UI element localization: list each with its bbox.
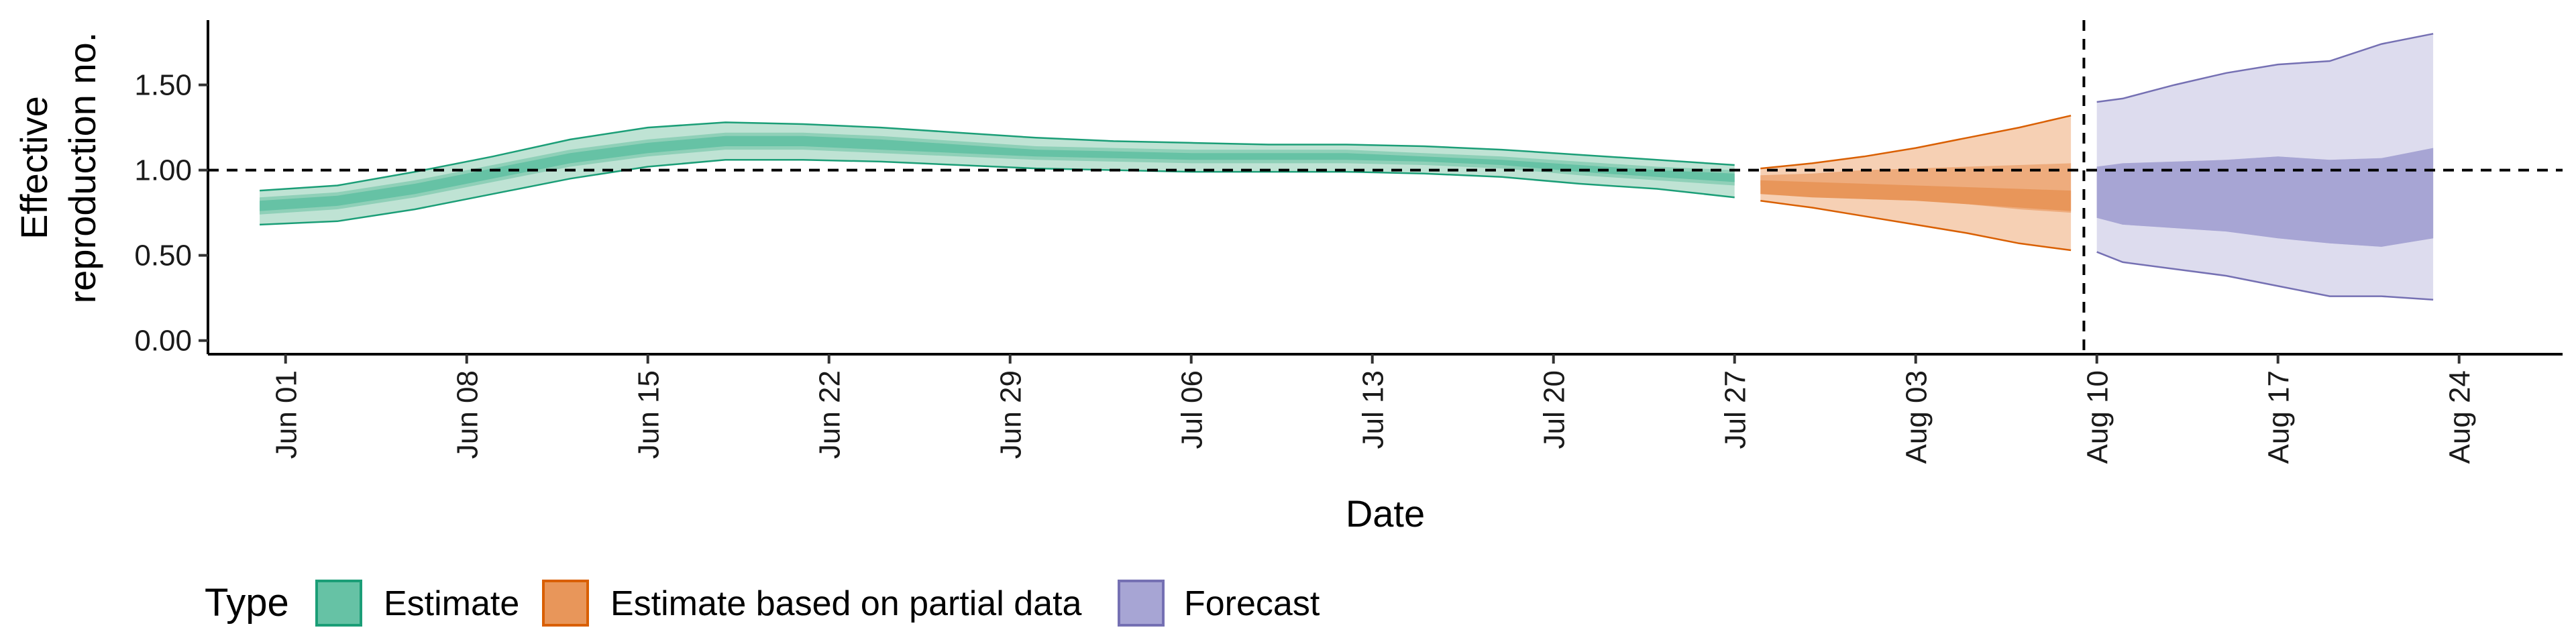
upper-line-series-0 xyxy=(260,121,1735,192)
x-tick-label: Jul 06 xyxy=(1176,370,1209,449)
lower-line-series-0 xyxy=(260,159,1735,226)
x-ticks: Jun 01 Jun 08 Jun 15 Jun 22 Jun 29 Jul 06 Jul … xyxy=(270,354,2477,464)
y-tick-label: 1.50 xyxy=(134,69,192,102)
y-tick-label: 0.00 xyxy=(134,325,192,358)
y-axis-title-line-1: Effective xyxy=(13,96,55,239)
plot-area xyxy=(208,20,2563,354)
lower-line-series-1 xyxy=(1760,200,2072,252)
x-tick-label: Aug 10 xyxy=(2082,370,2114,464)
band-20-series-1 xyxy=(1760,180,2072,211)
lower-line-series-2 xyxy=(2096,251,2434,301)
x-tick-label: Jul 20 xyxy=(1538,370,1571,449)
legend-title: Type xyxy=(205,581,289,625)
y-ticks: 0.00 0.50 1.00 1.50 xyxy=(134,69,208,358)
legend-swatch-partial xyxy=(542,580,589,627)
x-axis-title: Date xyxy=(1346,492,1425,535)
x-tick-label: Jun 01 xyxy=(270,370,303,459)
upper-line-series-2 xyxy=(2096,33,2434,103)
x-tick-label: Jun 22 xyxy=(814,370,847,459)
legend-swatch-estimate xyxy=(315,580,362,627)
x-tick-label: Jul 13 xyxy=(1357,370,1390,449)
legend-swatch-forecast xyxy=(1118,580,1165,627)
x-tick-label: Aug 24 xyxy=(2444,370,2477,464)
x-tick-label: Jul 27 xyxy=(1719,370,1752,449)
legend-label-partial: Estimate based on partial data xyxy=(610,584,1082,623)
y-tick-label: 0.50 xyxy=(134,239,192,272)
band-20-series-2 xyxy=(2096,148,2434,247)
series-2 xyxy=(2096,33,2434,301)
x-tick-label: Aug 03 xyxy=(1900,370,1933,464)
y-tick-label: 1.00 xyxy=(134,154,192,187)
upper-line-series-1 xyxy=(1760,115,2072,170)
band-20-series-0 xyxy=(260,136,1735,211)
x-tick-label: Jun 08 xyxy=(451,370,484,459)
legend-label-forecast: Forecast xyxy=(1184,584,1320,623)
axes xyxy=(207,20,2563,356)
x-tick-label: Jun 29 xyxy=(995,370,1028,459)
y-axis-title-line-2: reproduction no. xyxy=(61,32,103,304)
x-tick-label: Aug 17 xyxy=(2263,370,2296,464)
series-1 xyxy=(1760,115,2072,252)
series-0 xyxy=(260,121,1735,226)
legend: Type Estimate Estimate based on partial … xyxy=(205,580,1320,627)
x-tick-label: Jun 15 xyxy=(633,370,665,459)
legend-label-estimate: Estimate xyxy=(384,584,519,623)
